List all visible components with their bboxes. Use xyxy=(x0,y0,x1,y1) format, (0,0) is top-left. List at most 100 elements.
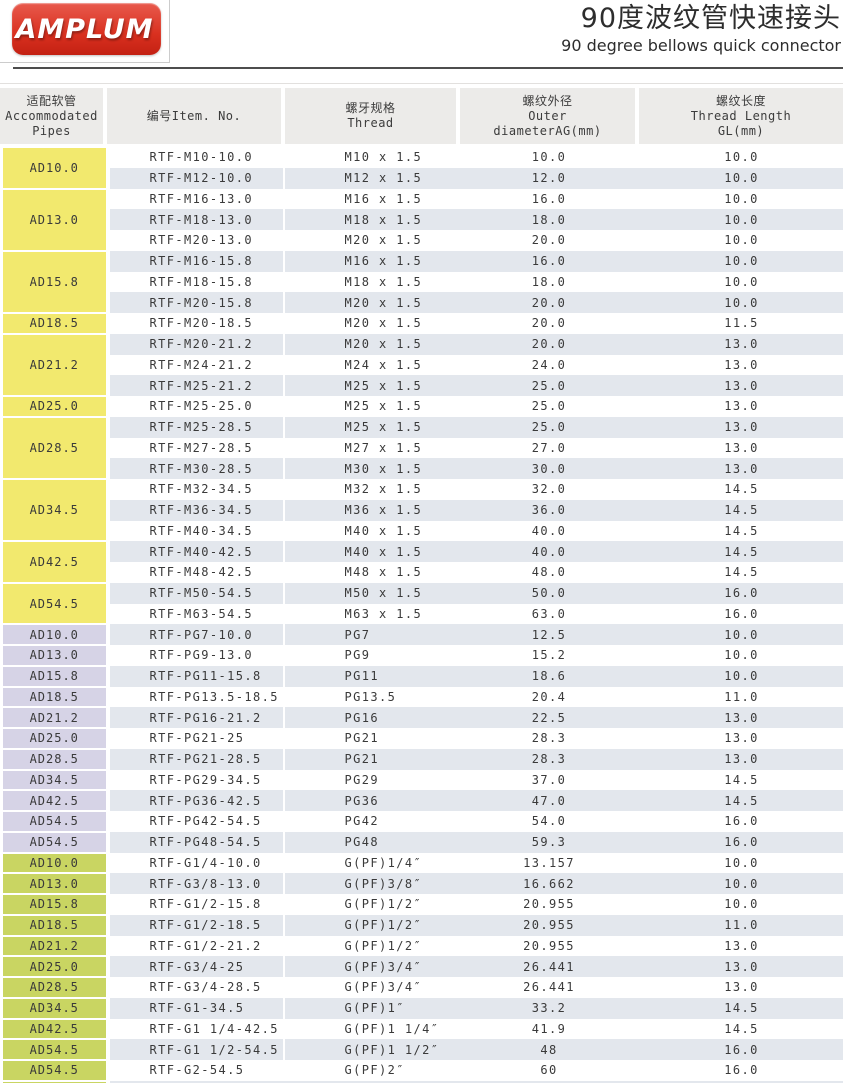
table-row: AD15.8 RTF-PG11-15.8 PG11 18.6 10.0 xyxy=(0,664,843,687)
outer-diameter-cell: 36.0 xyxy=(459,499,639,521)
pipe-cell: AD54.5 xyxy=(0,810,110,832)
thread-length-cell: 13.0 xyxy=(638,728,843,749)
outer-diameter-cell: 16.0 xyxy=(459,250,639,272)
outer-diameter-cell: 18.0 xyxy=(459,209,639,230)
item-cell: RTF-M30-28.5 xyxy=(107,458,285,479)
thread-cell: G(PF)1/2″ xyxy=(284,914,460,936)
pipe-cell: AD18.5 xyxy=(0,685,110,708)
thread-cell: M32 x 1.5 xyxy=(284,479,460,500)
thread-cell: M20 x 1.5 xyxy=(284,292,460,313)
thread-length-cell: 16.0 xyxy=(638,831,843,853)
item-cell: RTF-M16-15.8 xyxy=(107,250,285,272)
thread-cell: M27 x 1.5 xyxy=(284,437,460,459)
item-cell: RTF-G1/4-10.0 xyxy=(107,852,285,874)
pipe-cell: AD21.2 xyxy=(0,332,110,396)
thread-cell: PG21 xyxy=(284,748,460,770)
outer-diameter-cell: 28.3 xyxy=(459,728,639,749)
thread-length-cell: 10.0 xyxy=(638,188,843,210)
item-cell: RTF-M40-42.5 xyxy=(107,541,285,562)
item-cell: RTF-G1-34.5 xyxy=(107,997,285,1019)
item-cell: RTF-M12-10.0 xyxy=(107,167,285,189)
thread-length-cell: 10.0 xyxy=(638,645,843,666)
table-row: RTF-M20-13.0 M20 x 1.5 20.0 10.0 xyxy=(2,230,843,251)
table-row: AD25.0 RTF-G3/4-25 G(PF)3/4″ 26.441 13.0 xyxy=(0,955,843,977)
thread-cell: M36 x 1.5 xyxy=(284,499,460,521)
pipe-cell: AD13.0 xyxy=(0,872,110,894)
table-row: RTF-M24-21.2 M24 x 1.5 24.0 13.0 xyxy=(2,354,843,376)
header-line: Thread Length xyxy=(690,108,792,123)
outer-diameter-cell: 63.0 xyxy=(459,603,639,625)
item-cell xyxy=(107,1080,285,1083)
item-cell: RTF-G1/2-21.2 xyxy=(107,935,285,957)
outer-diameter-cell: 40.0 xyxy=(459,520,639,542)
table-row: AD54.5 RTF-G1 1/2-54.5 G(PF)1 1/2″ 48 16.0 xyxy=(0,1038,843,1060)
table-row: AD10.0 RTF-M10-10.0 M10 x 1.5 10.0 10.0 xyxy=(0,146,843,189)
thread-cell: PG7 xyxy=(284,624,460,645)
table-row: AD54.5 RTF-PG42-54.5 PG42 54.0 16.0 xyxy=(0,810,843,832)
header-faint-line xyxy=(0,83,843,84)
outer-diameter-cell: 28.3 xyxy=(459,748,639,770)
header-thread-length: 螺纹长度 Thread Length GL(mm) xyxy=(639,88,843,144)
thread-length-cell: 11.0 xyxy=(638,914,843,936)
item-cell: RTF-M32-34.5 xyxy=(107,479,285,500)
item-cell: RTF-M18-13.0 xyxy=(107,209,285,230)
table-row: RTF-M18-13.0 M18 x 1.5 18.0 10.0 xyxy=(2,209,843,230)
item-cell: RTF-G1/2-18.5 xyxy=(107,914,285,936)
item-cell: RTF-M50-54.5 xyxy=(107,582,285,604)
thread-length-cell: 13.0 xyxy=(638,437,843,459)
item-cell: RTF-M10-10.0 xyxy=(107,147,285,168)
thread-length-cell: 10.0 xyxy=(638,873,843,894)
table-row: AD21.2 RTF-M20-21.2 M20 x 1.5 20.0 13.0 xyxy=(0,332,843,396)
thread-cell: M25 x 1.5 xyxy=(284,396,460,417)
header-line: diameterAG(mm) xyxy=(493,123,602,138)
thread-cell: PG29 xyxy=(284,769,460,791)
item-cell: RTF-M20-21.2 xyxy=(107,333,285,355)
thread-length-cell: 13.0 xyxy=(638,707,843,728)
item-cell: RTF-G1/2-15.8 xyxy=(107,894,285,915)
thread-length-cell: 16.0 xyxy=(638,603,843,625)
table-row: AD15.8 RTF-M16-15.8 M16 x 1.5 16.0 10.0 xyxy=(0,249,843,313)
thread-length-cell: 10.0 xyxy=(638,852,843,874)
table-row: RTF-M12-10.0 M12 x 1.5 12.0 10.0 xyxy=(2,167,843,189)
header-line: 螺牙规格 xyxy=(345,101,396,115)
table-row: AD10.0 RTF-PG7-10.0 PG7 12.5 10.0 xyxy=(0,623,843,645)
thread-length-cell xyxy=(638,1080,843,1083)
outer-diameter-cell: 13.157 xyxy=(459,852,639,874)
pipe-cell: AD34.5 xyxy=(0,996,110,1019)
pipe-cell: AD28.5 xyxy=(0,415,110,479)
table-row: AD18.5 RTF-PG13.5-18.5 PG13.5 20.4 11.0 xyxy=(0,685,843,708)
outer-diameter-cell: 59.3 xyxy=(459,831,639,853)
thread-cell: PG42 xyxy=(284,811,460,832)
item-cell: RTF-PG16-21.2 xyxy=(107,707,285,728)
pipe-cell: AD10.0 xyxy=(0,146,110,189)
thread-length-cell: 13.0 xyxy=(638,333,843,355)
thread-length-cell: 10.0 xyxy=(638,147,843,168)
thread-cell: G(PF)1/4″ xyxy=(284,852,460,874)
page-header: AMPLUM 90度波纹管快速接头 90 degree bellows quic… xyxy=(0,0,843,88)
thread-length-cell: 13.0 xyxy=(638,935,843,957)
item-cell: RTF-PG11-15.8 xyxy=(107,665,285,687)
table-row: AD54.5 RTF-G2-54.5 G(PF)2″ 60 16.0 xyxy=(0,1059,843,1081)
thread-cell: M16 x 1.5 xyxy=(284,250,460,272)
table-row: AD54.5 RTF-PG48-54.5 PG48 59.3 16.0 xyxy=(0,830,843,853)
pipe-cell: AD13.0 xyxy=(0,187,110,251)
item-cell: RTF-G3/8-13.0 xyxy=(107,873,285,894)
thread-cell: M24 x 1.5 xyxy=(284,354,460,376)
item-cell: RTF-M25-25.0 xyxy=(107,396,285,417)
item-cell: RTF-PG29-34.5 xyxy=(107,769,285,791)
outer-diameter-cell: 12.5 xyxy=(459,624,639,645)
table-row: RTF-M18-15.8 M18 x 1.5 18.0 10.0 xyxy=(2,271,843,293)
amplum-logo: AMPLUM xyxy=(12,3,161,55)
pipe-cell: AD34.5 xyxy=(0,768,110,791)
thread-cell: G(PF)3/4″ xyxy=(284,956,460,977)
table-row: AD42.5 RTF-PG36-42.5 PG36 47.0 14.5 xyxy=(0,789,843,811)
thread-length-cell: 14.5 xyxy=(638,520,843,542)
pipe-cell: AD54.5 xyxy=(0,1038,110,1060)
item-cell: RTF-G2-54.5 xyxy=(107,1060,285,1081)
outer-diameter-cell: 26.441 xyxy=(459,977,639,998)
item-cell: RTF-PG48-54.5 xyxy=(107,831,285,853)
item-cell: RTF-PG21-25 xyxy=(107,728,285,749)
table-row: AD25.0 RTF-M25-25.0 M25 x 1.5 25.0 13.0 xyxy=(0,395,843,417)
thread-length-cell: 16.0 xyxy=(638,1039,843,1060)
